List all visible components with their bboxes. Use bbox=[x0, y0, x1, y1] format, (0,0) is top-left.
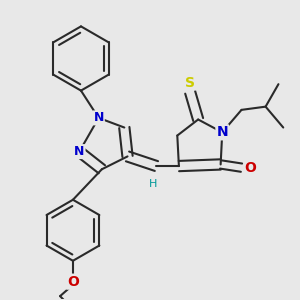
Text: N: N bbox=[93, 111, 104, 124]
Text: H: H bbox=[149, 179, 158, 189]
Text: O: O bbox=[244, 161, 256, 175]
Text: O: O bbox=[67, 274, 79, 289]
Text: N: N bbox=[216, 125, 228, 139]
Text: N: N bbox=[74, 145, 85, 158]
Text: S: S bbox=[185, 76, 195, 90]
